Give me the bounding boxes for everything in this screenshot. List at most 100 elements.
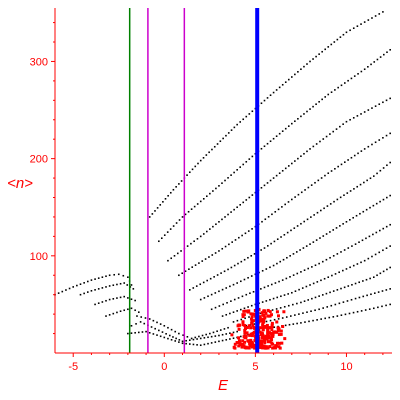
data-point <box>354 243 357 245</box>
data-point <box>223 270 226 273</box>
data-point <box>338 271 340 274</box>
data-point <box>358 296 361 299</box>
data-point <box>381 305 383 308</box>
data-point <box>234 239 237 241</box>
data-point <box>127 297 129 299</box>
data-point <box>330 170 333 172</box>
data-point-red <box>264 311 268 315</box>
data-point-red <box>270 328 274 332</box>
data-point <box>271 213 273 216</box>
data-point <box>280 295 282 298</box>
data-point <box>372 276 375 278</box>
x-tick-label: 0 <box>161 361 167 373</box>
data-point <box>292 323 295 325</box>
data-point <box>379 200 381 203</box>
data-point <box>162 201 164 203</box>
data-point <box>205 333 207 336</box>
data-point <box>346 192 349 194</box>
data-point <box>267 215 270 218</box>
data-point <box>333 41 336 43</box>
data-point <box>209 228 211 230</box>
data-point <box>294 160 296 162</box>
data-point <box>372 307 375 310</box>
data-point <box>192 287 195 289</box>
data-point <box>312 145 315 148</box>
data-point-red <box>243 324 247 328</box>
data-point <box>119 282 122 285</box>
data-point <box>300 222 302 225</box>
data-point <box>194 336 197 339</box>
data-point <box>344 82 346 84</box>
data-point <box>167 326 169 329</box>
data-point <box>349 29 351 32</box>
data-point <box>236 319 239 322</box>
data-point <box>181 342 184 345</box>
data-point <box>165 333 167 335</box>
data-point <box>94 278 96 280</box>
data-point <box>160 237 163 240</box>
data-point <box>303 65 305 68</box>
data-point <box>167 194 169 197</box>
data-point <box>285 277 288 280</box>
data-point-red <box>277 327 281 331</box>
data-point <box>345 31 348 34</box>
data-point <box>117 273 120 276</box>
data-point <box>287 78 290 81</box>
data-point <box>385 134 388 137</box>
data-point <box>240 318 243 321</box>
data-point <box>378 251 381 254</box>
data-point <box>224 245 227 248</box>
data-point <box>347 247 350 249</box>
data-point <box>378 13 381 15</box>
data-point <box>163 336 166 339</box>
data-point <box>122 274 125 277</box>
data-point <box>57 292 60 294</box>
data-point <box>381 290 384 292</box>
data-point-red <box>243 328 247 332</box>
data-point <box>296 322 298 325</box>
data-point <box>375 202 378 205</box>
data-point <box>218 334 220 337</box>
data-point <box>287 293 289 295</box>
data-point-red <box>243 331 247 335</box>
data-point <box>278 280 280 283</box>
data-point <box>211 148 213 151</box>
data-point <box>195 285 198 287</box>
data-point <box>252 290 255 293</box>
data-point-red <box>271 342 275 346</box>
data-point <box>194 165 197 168</box>
data-point <box>360 113 362 115</box>
data-point <box>279 260 282 263</box>
data-point <box>237 262 239 265</box>
data-point <box>108 298 111 301</box>
data-point <box>370 63 372 66</box>
data-point <box>286 256 288 259</box>
data-point-red <box>281 325 285 329</box>
data-point-red <box>263 316 267 320</box>
data-point <box>325 135 328 138</box>
data-point <box>225 313 228 316</box>
data-point <box>372 233 374 236</box>
data-point <box>239 203 241 206</box>
data-point <box>156 207 159 209</box>
data-point <box>250 304 253 307</box>
data-point <box>97 277 100 279</box>
data-point <box>144 317 147 319</box>
data-point <box>367 145 370 148</box>
data-point <box>214 306 217 309</box>
data-point <box>83 292 85 295</box>
data-point <box>236 169 238 171</box>
data-point <box>366 294 368 297</box>
data-point <box>266 245 269 247</box>
data-point <box>316 319 318 321</box>
data-point-red <box>268 345 272 349</box>
data-point-red <box>273 346 277 350</box>
data-point <box>189 289 191 291</box>
data-point <box>101 301 104 303</box>
data-point <box>385 247 388 249</box>
data-point-red <box>270 338 274 342</box>
data-point <box>363 259 366 262</box>
data-point <box>209 332 211 335</box>
data-point <box>241 295 244 298</box>
data-point <box>174 340 177 342</box>
